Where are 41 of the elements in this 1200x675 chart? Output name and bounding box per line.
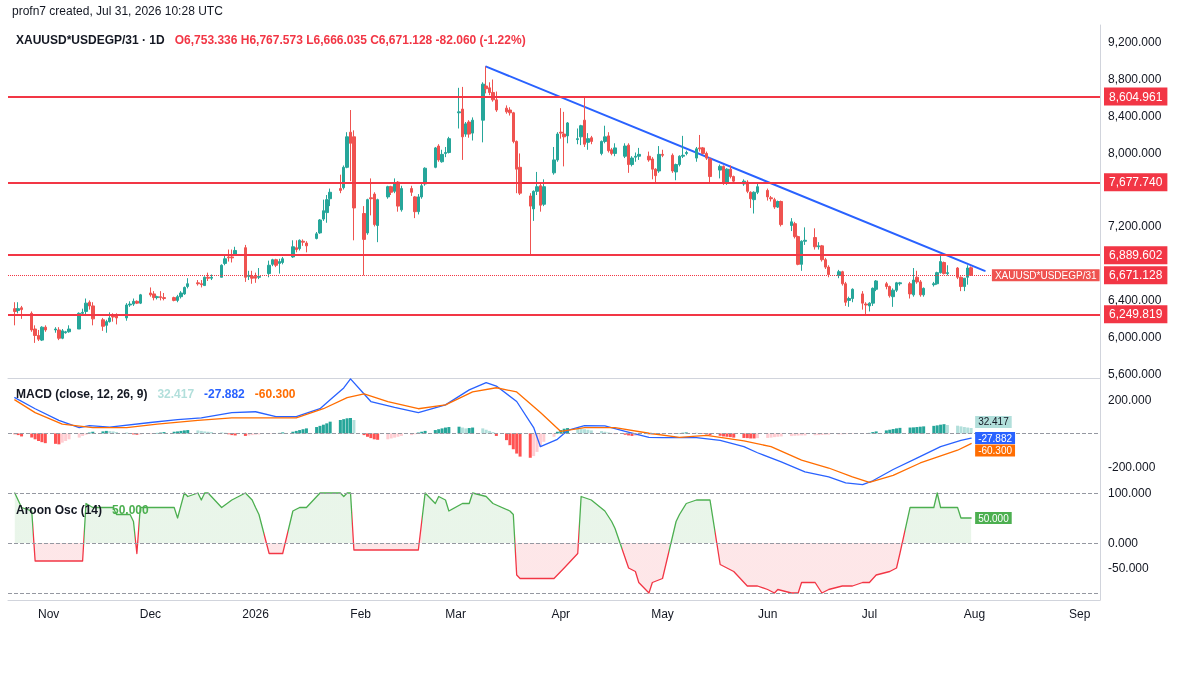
text: MACD (close, 12, 26, 9) (16, 387, 148, 401)
x-tick-label: Jul (861, 607, 878, 621)
x-tick-label: Mar (445, 607, 466, 621)
x-tick-label: Apr (551, 607, 571, 621)
ref-line-label: 6,889.602 (1109, 248, 1163, 263)
annotation: 50.000 (978, 512, 1010, 524)
annotation: -27.882 (978, 432, 1013, 444)
x-tick-label: 2026 (242, 607, 270, 621)
text: -60.300 (254, 387, 296, 401)
ref-line-label: 8,604.961 (1109, 89, 1163, 104)
y-tick-label: 8,400.000 (1108, 108, 1162, 123)
y-tick-label: 9,200.000 (1108, 34, 1162, 49)
text: XAUUSD*USDEGP/31 · 1D (16, 33, 166, 47)
text: -27.882 (204, 387, 245, 401)
x-tick-label: Sep (1068, 607, 1091, 621)
x-tick-label: Jun (757, 607, 778, 621)
ref-line-label: 7,677.740 (1109, 175, 1163, 190)
y-tick-label: -200.000 (1108, 460, 1156, 475)
x-tick-label: Aug (963, 607, 986, 621)
y-tick-label: 8,800.000 (1108, 71, 1162, 86)
text: profn7 created, Jul 31, 2026 10:28 UTC (12, 4, 224, 18)
x-tick-label: May (651, 607, 674, 621)
y-tick-label: 7,200.000 (1108, 219, 1162, 234)
text: 32.417 (157, 387, 195, 401)
y-tick-label: -50.000 (1108, 561, 1150, 575)
y-tick-label: 5,600.000 (1108, 367, 1162, 382)
y-tick-label: 100.000 (1108, 486, 1152, 500)
annotation: -60.300 (978, 445, 1013, 457)
y-tick-label: 6,400.000 (1108, 293, 1162, 308)
annotation: 32.417 (978, 416, 1010, 428)
annotation: XAUUSD*USDEGP/31 (994, 269, 1098, 281)
ref-line-label: 6,249.819 (1109, 307, 1163, 322)
y-tick-label: 0.000 (1108, 536, 1139, 550)
x-tick-label: Nov (38, 607, 60, 621)
y-tick-label: 200.000 (1108, 392, 1152, 407)
x-tick-label: Dec (139, 607, 162, 621)
x-tick-label: Feb (350, 607, 372, 621)
ref-line-label: 6,671.128 (1109, 268, 1163, 283)
y-tick-label: 8,000.000 (1108, 145, 1162, 160)
y-tick-label: 6,000.000 (1108, 330, 1162, 345)
text: O6,753.336 H6,767.573 L6,666.035 C6,671.128 -82.060 (-1.22%) (174, 33, 526, 47)
